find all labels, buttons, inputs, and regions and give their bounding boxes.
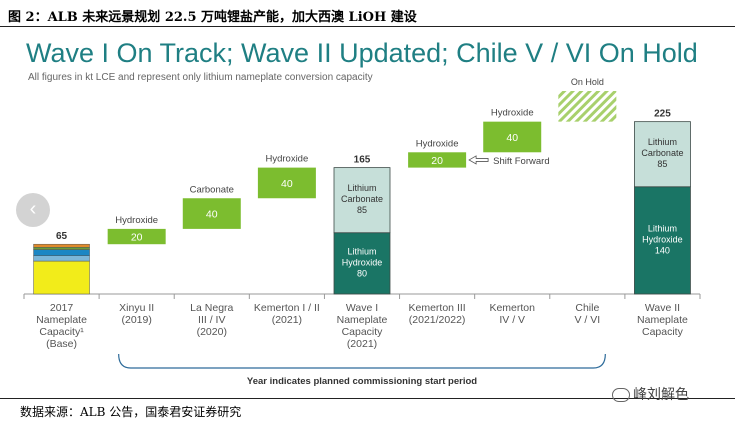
x-tick-label: (2021/2022)	[409, 314, 466, 326]
total-label: 165	[354, 155, 371, 166]
source-note: 数据来源：ALB 公告，国泰君安证券研究	[20, 405, 242, 419]
bar-value-label: 40	[281, 178, 293, 190]
bar-type-label: Hydroxide	[491, 108, 534, 119]
x-tick-label: Kemerton	[489, 302, 535, 314]
x-tick-label: Capacity	[342, 326, 384, 338]
bar-float	[182, 198, 241, 229]
bar-float	[483, 121, 542, 153]
x-tick-label: 2017	[50, 302, 74, 314]
bar-segment	[33, 249, 90, 256]
bar-type-label: Hydroxide	[265, 154, 308, 165]
bar-segment	[33, 260, 90, 295]
bar-value-label: 40	[506, 132, 518, 144]
bracket-note: Year indicates planned commissioning sta…	[247, 376, 477, 387]
bar-float	[408, 152, 467, 168]
shift-annotation: Shift Forward	[493, 156, 549, 167]
x-tick-label: La Negra	[190, 302, 233, 314]
segment-label: 85	[357, 205, 367, 215]
x-tick-label: (Base)	[46, 338, 77, 350]
bar-value-label: 20	[431, 155, 443, 167]
x-tick-label: Wave II	[645, 302, 680, 314]
watermark-text: 峰刘解色	[633, 386, 689, 402]
x-tick-label: III / IV	[198, 314, 225, 326]
segment-label: Carbonate	[641, 148, 683, 158]
bar-segment	[333, 232, 391, 295]
x-tick-label: Capacity¹	[39, 326, 84, 338]
total-label: 65	[56, 231, 68, 242]
carousel-prev-button[interactable]: ‹	[16, 193, 50, 227]
watermark: 峰刘解色	[612, 384, 689, 404]
segment-label: Lithium	[648, 223, 677, 233]
bar-on-hold	[558, 91, 617, 122]
x-tick-label: Wave I	[346, 302, 378, 314]
figure-caption: 图 2：ALB 未来远景规划 22.5 万吨锂盐产能，加大西澳 LiOH 建设	[8, 10, 417, 25]
x-tick-label: (2021)	[272, 314, 302, 326]
bar-type-label: Hydroxide	[115, 215, 158, 226]
bar-value-label: 40	[206, 209, 218, 221]
total-label: 225	[654, 109, 671, 120]
period-bracket	[118, 353, 606, 369]
x-tick-label: V / VI	[574, 314, 600, 326]
x-tick-label: (2019)	[121, 314, 151, 326]
x-tick-label: (2021)	[347, 338, 377, 350]
bar-type-label: On Hold	[571, 77, 604, 87]
bar-type-label: Hydroxide	[416, 138, 459, 149]
bar-float	[257, 167, 316, 199]
x-tick-label: Chile	[575, 302, 599, 314]
segment-label: Carbonate	[341, 194, 383, 204]
x-tick-label: (2020)	[197, 326, 227, 338]
x-tick-label: Nameplate	[337, 314, 388, 326]
segment-label: 140	[655, 245, 670, 255]
bar-segment	[33, 243, 90, 248]
x-tick-label: Kemerton I / II	[254, 302, 320, 314]
bar-segment	[634, 121, 691, 188]
wechat-icon	[612, 388, 630, 403]
bar-float	[107, 228, 166, 245]
bar-segment	[33, 247, 90, 250]
bar-segment	[333, 167, 391, 234]
top-divider	[0, 26, 735, 27]
segment-label: Lithium	[648, 137, 677, 147]
segment-label: 85	[657, 159, 667, 169]
segment-label: Hydroxide	[642, 234, 683, 244]
shift-arrow-icon	[468, 155, 489, 165]
x-tick-label: IV / V	[499, 314, 525, 326]
segment-label: 80	[357, 268, 367, 278]
x-tick-label: Capacity	[642, 326, 684, 338]
segment-label: Lithium	[347, 246, 376, 256]
x-tick-label: Nameplate	[637, 314, 688, 326]
bar-segment	[33, 255, 90, 262]
bar-value-label: 20	[131, 232, 143, 244]
x-tick-label: Kemerton III	[409, 302, 466, 314]
x-tick-label: Nameplate	[36, 314, 87, 326]
bar-segment	[634, 186, 691, 295]
bar-type-label: Carbonate	[190, 184, 234, 195]
chart-subtitle: All figures in kt LCE and represent only…	[28, 72, 373, 83]
bottom-divider	[0, 398, 735, 399]
chart-title: Wave I On Track; Wave II Updated; Chile …	[26, 38, 698, 68]
x-tick-label: Xinyu II	[119, 302, 154, 314]
segment-label: Lithium	[347, 183, 376, 193]
segment-label: Hydroxide	[342, 257, 383, 267]
